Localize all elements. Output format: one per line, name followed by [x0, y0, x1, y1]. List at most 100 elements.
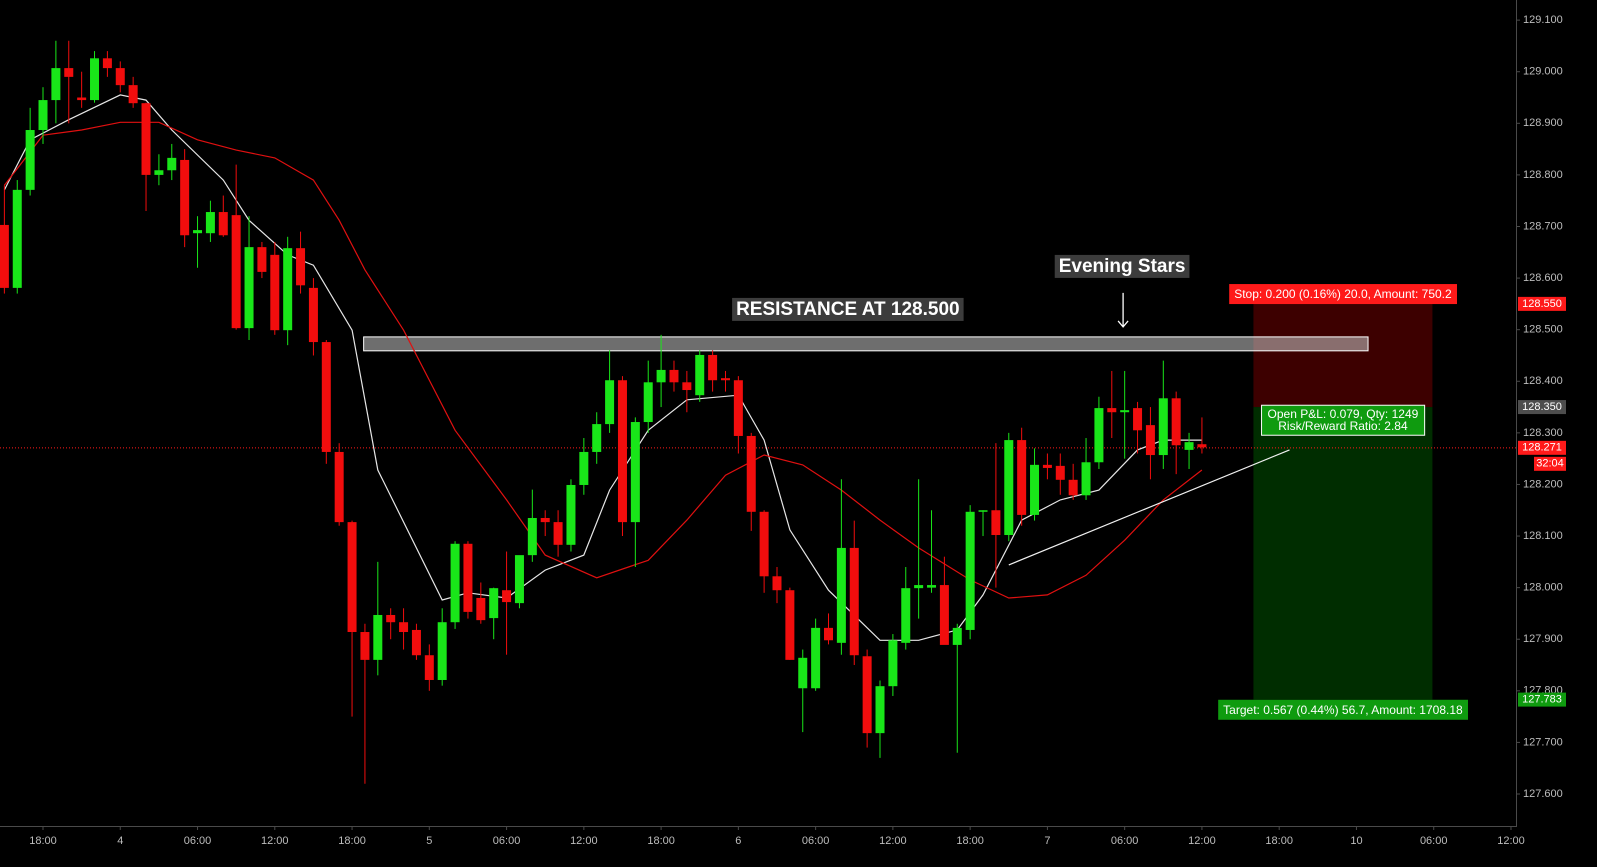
price-label-bg: [1518, 692, 1566, 707]
candle-body: [231, 215, 241, 329]
price-label: 128.350: [1522, 401, 1562, 413]
annotation-label: Evening Stars: [1059, 256, 1186, 277]
candle-body: [592, 424, 602, 452]
x-tick-label: 18:00: [29, 835, 57, 847]
label-box: [1054, 254, 1190, 278]
x-tick-label: 06:00: [1111, 835, 1139, 847]
candle-body: [643, 382, 653, 423]
candle-body: [862, 656, 872, 734]
candle-body: [296, 248, 306, 286]
price-label: 127.783: [1522, 694, 1562, 706]
candle-body: [334, 451, 344, 523]
candle-body: [514, 555, 524, 604]
candle-body: [102, 58, 112, 69]
candle-body: [502, 590, 512, 603]
candle-body: [1184, 442, 1194, 450]
candle-body: [824, 627, 834, 641]
candle-body: [489, 588, 499, 619]
candle-body: [25, 130, 35, 190]
candle-body: [115, 68, 125, 86]
candle-body: [1030, 464, 1040, 515]
price-axis-bg: [1517, 0, 1597, 867]
x-tick-label: 06:00: [1420, 835, 1448, 847]
candle-body: [154, 170, 164, 175]
candle-body: [836, 547, 846, 643]
candle-body: [51, 68, 61, 101]
candle-body: [1133, 408, 1143, 431]
candle-body: [244, 247, 254, 329]
candle-body: [1068, 479, 1078, 496]
indicator-line: [3, 121, 1203, 599]
candle-body: [952, 627, 962, 645]
x-tick-label: 18:00: [647, 835, 675, 847]
candle-body: [1107, 408, 1117, 413]
candle-body: [875, 686, 885, 734]
candle-body: [553, 522, 563, 545]
y-tick-label: 129.000: [1523, 66, 1563, 78]
pnl-box-bg: [1261, 404, 1426, 436]
candle-body: [270, 254, 280, 331]
candle-body: [695, 354, 705, 396]
x-tick-label: 12:00: [1188, 835, 1216, 847]
candle-body: [399, 622, 409, 633]
candle-body: [630, 422, 640, 523]
candle-body: [939, 585, 949, 645]
candle-body: [785, 590, 795, 660]
y-tick-label: 128.200: [1523, 478, 1563, 490]
x-tick-label: 06:00: [184, 835, 212, 847]
candle-body: [656, 369, 666, 383]
candle-body: [566, 484, 576, 545]
y-tick-label: 128.800: [1523, 169, 1563, 181]
candle-body: [386, 614, 396, 623]
candle-body: [0, 224, 9, 288]
candle-body: [669, 369, 679, 383]
candle-body: [1042, 464, 1052, 468]
candle-body: [193, 230, 203, 234]
candle-body: [991, 510, 1001, 536]
price-label: 128.550: [1522, 298, 1562, 310]
x-tick-label: 18:00: [1265, 835, 1293, 847]
candle-body: [218, 212, 228, 236]
candle-body: [540, 517, 550, 523]
x-tick-label: 12:00: [261, 835, 289, 847]
candle-body: [579, 451, 589, 485]
candle-body: [373, 614, 383, 660]
y-tick-label: 128.100: [1523, 530, 1563, 542]
candle-body: [1081, 462, 1091, 496]
candle-body: [888, 640, 898, 687]
x-tick-label: 10: [1350, 835, 1362, 847]
y-tick-label: 128.400: [1523, 375, 1563, 387]
candle-body: [605, 380, 615, 425]
candle-body: [901, 588, 911, 643]
y-tick-label: 128.500: [1523, 324, 1563, 336]
candle-body: [167, 157, 177, 171]
candle-body: [1017, 440, 1027, 515]
candle-body: [38, 100, 48, 131]
candle-body: [849, 547, 859, 656]
price-label-bg: [1518, 440, 1566, 455]
candle-body: [424, 655, 434, 680]
resistance-zone: [363, 336, 1369, 352]
candle-body: [798, 657, 808, 689]
price-label: 128.271: [1522, 442, 1562, 454]
candle-body: [733, 380, 743, 436]
candle-body: [347, 522, 357, 633]
x-tick-label: 06:00: [493, 835, 521, 847]
candle-body: [914, 585, 924, 589]
x-tick-label: 6: [735, 835, 741, 847]
candle-body: [1004, 440, 1014, 536]
candle-body: [77, 97, 87, 101]
risk-reward-label: Risk/Reward Ratio: 2.84: [1278, 419, 1408, 433]
candle-body: [772, 576, 782, 591]
y-tick-label: 128.700: [1523, 220, 1563, 232]
y-tick-label: 127.900: [1523, 633, 1563, 645]
candle-body: [476, 597, 486, 621]
candle-body: [978, 510, 988, 512]
candle-body: [682, 382, 692, 391]
candle-body: [283, 248, 293, 331]
x-tick-label: 12:00: [879, 835, 907, 847]
price-label-bg: [1518, 400, 1566, 415]
candle-body: [257, 247, 267, 272]
countdown-bg: [1534, 456, 1566, 471]
y-tick-label: 128.900: [1523, 117, 1563, 129]
